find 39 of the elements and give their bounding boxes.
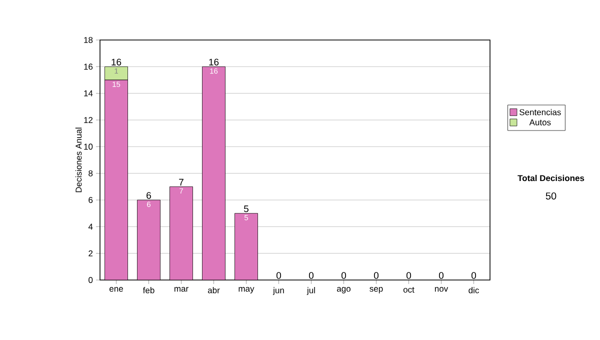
x-tick-label: ene	[110, 287, 123, 292]
x-tick-label: nov	[434, 287, 448, 292]
y-tick-label: 6	[88, 196, 93, 203]
total-label: 0	[341, 272, 346, 279]
total-label: 0	[438, 272, 444, 279]
y-tick-label: 14	[84, 90, 93, 96]
y-tick-label: 16	[84, 64, 93, 70]
x-tick-label: jun	[272, 287, 284, 295]
text: 50	[546, 192, 556, 200]
y-tick-label: 10	[84, 144, 93, 150]
total-label: 16	[112, 58, 122, 66]
x-tick-label: abr	[208, 287, 220, 294]
y-tick-label: 12	[84, 117, 93, 123]
y-axis-title: Decisiones Anual	[75, 128, 82, 192]
legend-label: Sentencias	[520, 108, 561, 116]
y-tick-label: 0	[88, 276, 93, 284]
total-label: 0	[308, 272, 314, 279]
y-tick-label: 18	[84, 36, 93, 43]
x-tick-label: may	[238, 287, 254, 294]
x-tick-label: feb	[142, 287, 154, 294]
total-label: 7	[179, 178, 184, 186]
x-tick-label: oct	[403, 287, 414, 293]
x-tick-label: jul	[306, 287, 315, 295]
x-tick-label: ago	[337, 287, 350, 294]
x-tick-label: sep	[370, 287, 383, 294]
total-label: 0	[471, 272, 476, 279]
y-tick-label: 8	[88, 170, 93, 176]
text: Total Decisiones	[518, 174, 584, 182]
total-label: 0	[406, 272, 412, 279]
total-label: 0	[276, 272, 282, 279]
y-tick-label: 2	[88, 250, 93, 256]
x-tick-label: mar	[174, 287, 188, 292]
y-tick-label: 4	[88, 224, 93, 230]
total-label: 5	[244, 206, 248, 212]
total-label: 0	[374, 272, 379, 279]
total-label: 6	[146, 192, 151, 199]
total-label: 16	[209, 58, 219, 66]
legend-label: Autos	[529, 119, 551, 126]
x-tick-label: dic	[468, 287, 479, 294]
